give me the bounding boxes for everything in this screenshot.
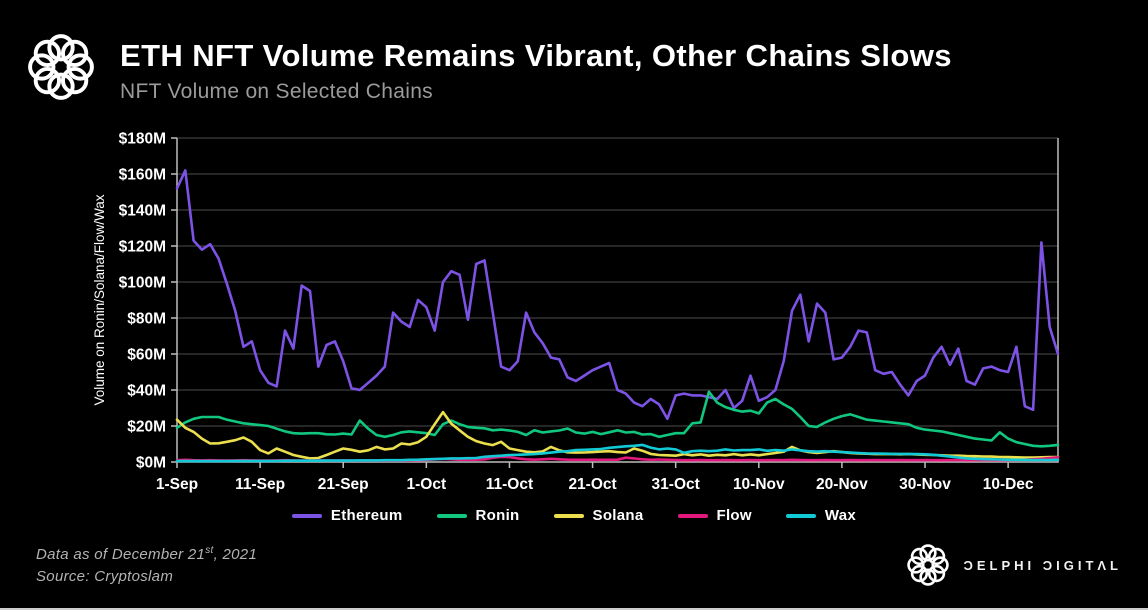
page-title: ETH NFT Volume Remains Vibrant, Other Ch… [120, 38, 952, 73]
legend-item-wax: Wax [785, 507, 857, 524]
x-tick-label: 30-Nov [899, 476, 951, 493]
legend-label: Flow [716, 507, 752, 524]
legend-label: Ronin [475, 507, 520, 524]
y-tick-label: $80M [127, 311, 166, 328]
series-line-ethereum [175, 169, 1060, 421]
header: ETH NFT Volume Remains Vibrant, Other Ch… [120, 38, 1130, 104]
legend-swatch-solana [553, 513, 584, 518]
brand-lockup: ƆELPHI ƆIGITΛL [906, 542, 1122, 588]
legend-swatch-ronin [436, 513, 467, 518]
x-tick-label: 10-Nov [733, 476, 785, 493]
plot-frame [176, 138, 1059, 463]
footer-data-asof: Data as of December 21st, 2021 [36, 545, 258, 563]
legend-label: Solana [592, 507, 644, 524]
y-tick-label: $120M [119, 239, 166, 256]
legend-swatch-wax [785, 513, 816, 518]
footer: Data as of December 21st, 2021 Source: C… [36, 540, 257, 588]
legend-item-flow: Flow [677, 507, 752, 524]
legend-swatch-ethereum [291, 513, 322, 518]
bottom-edge-line [0, 608, 1148, 610]
x-tick-label: 31-Oct [652, 476, 700, 493]
delphi-wordmark: ƆELPHI ƆIGITΛL [963, 557, 1122, 573]
y-tick-label: $180M [119, 131, 166, 148]
x-tick-label: 21-Oct [568, 476, 616, 493]
y-tick-label: $40M [127, 383, 166, 400]
legend-item-ethereum: Ethereum [291, 507, 403, 524]
footer-source: Source: Cryptoslam [36, 568, 174, 585]
x-tick-label: 11-Sep [235, 476, 285, 493]
x-tick-label: 20-Nov [816, 476, 868, 493]
series-line-flow [175, 455, 1060, 462]
chart-legend: Ethereum Ronin Solana Flow Wax [0, 507, 1148, 524]
y-tick-label: $0M [136, 455, 166, 472]
x-tick-label: 11-Oct [486, 476, 533, 493]
y-tick-label: $140M [119, 203, 166, 220]
x-tick-label: 21-Sep [318, 476, 369, 493]
series-line-solana [175, 410, 1060, 460]
x-tick-label: 10-Dec [983, 476, 1034, 493]
y-tick-label: $20M [127, 419, 166, 436]
legend-swatch-flow [677, 513, 708, 518]
y-axis-title: Volume on Ronin/Solana/Flow/Wax [92, 194, 107, 405]
series-line-ronin [175, 390, 1060, 448]
page-subtitle: NFT Volume on Selected Chains [120, 79, 433, 103]
y-tick-label: $160M [119, 167, 166, 184]
legend-item-solana: Solana [553, 507, 644, 524]
delphi-logo-icon [28, 34, 94, 100]
delphi-logo-bottom-icon [907, 544, 950, 586]
legend-label: Wax [824, 507, 857, 524]
x-tick-label: 1-Oct [407, 476, 447, 493]
legend-label: Ethereum [330, 507, 403, 524]
x-tick-label: 1-Sep [156, 476, 198, 493]
y-tick-label: $100M [119, 275, 166, 292]
series-line-wax [175, 443, 1060, 463]
y-tick-label: $60M [127, 347, 166, 364]
legend-item-ronin: Ronin [436, 507, 520, 524]
